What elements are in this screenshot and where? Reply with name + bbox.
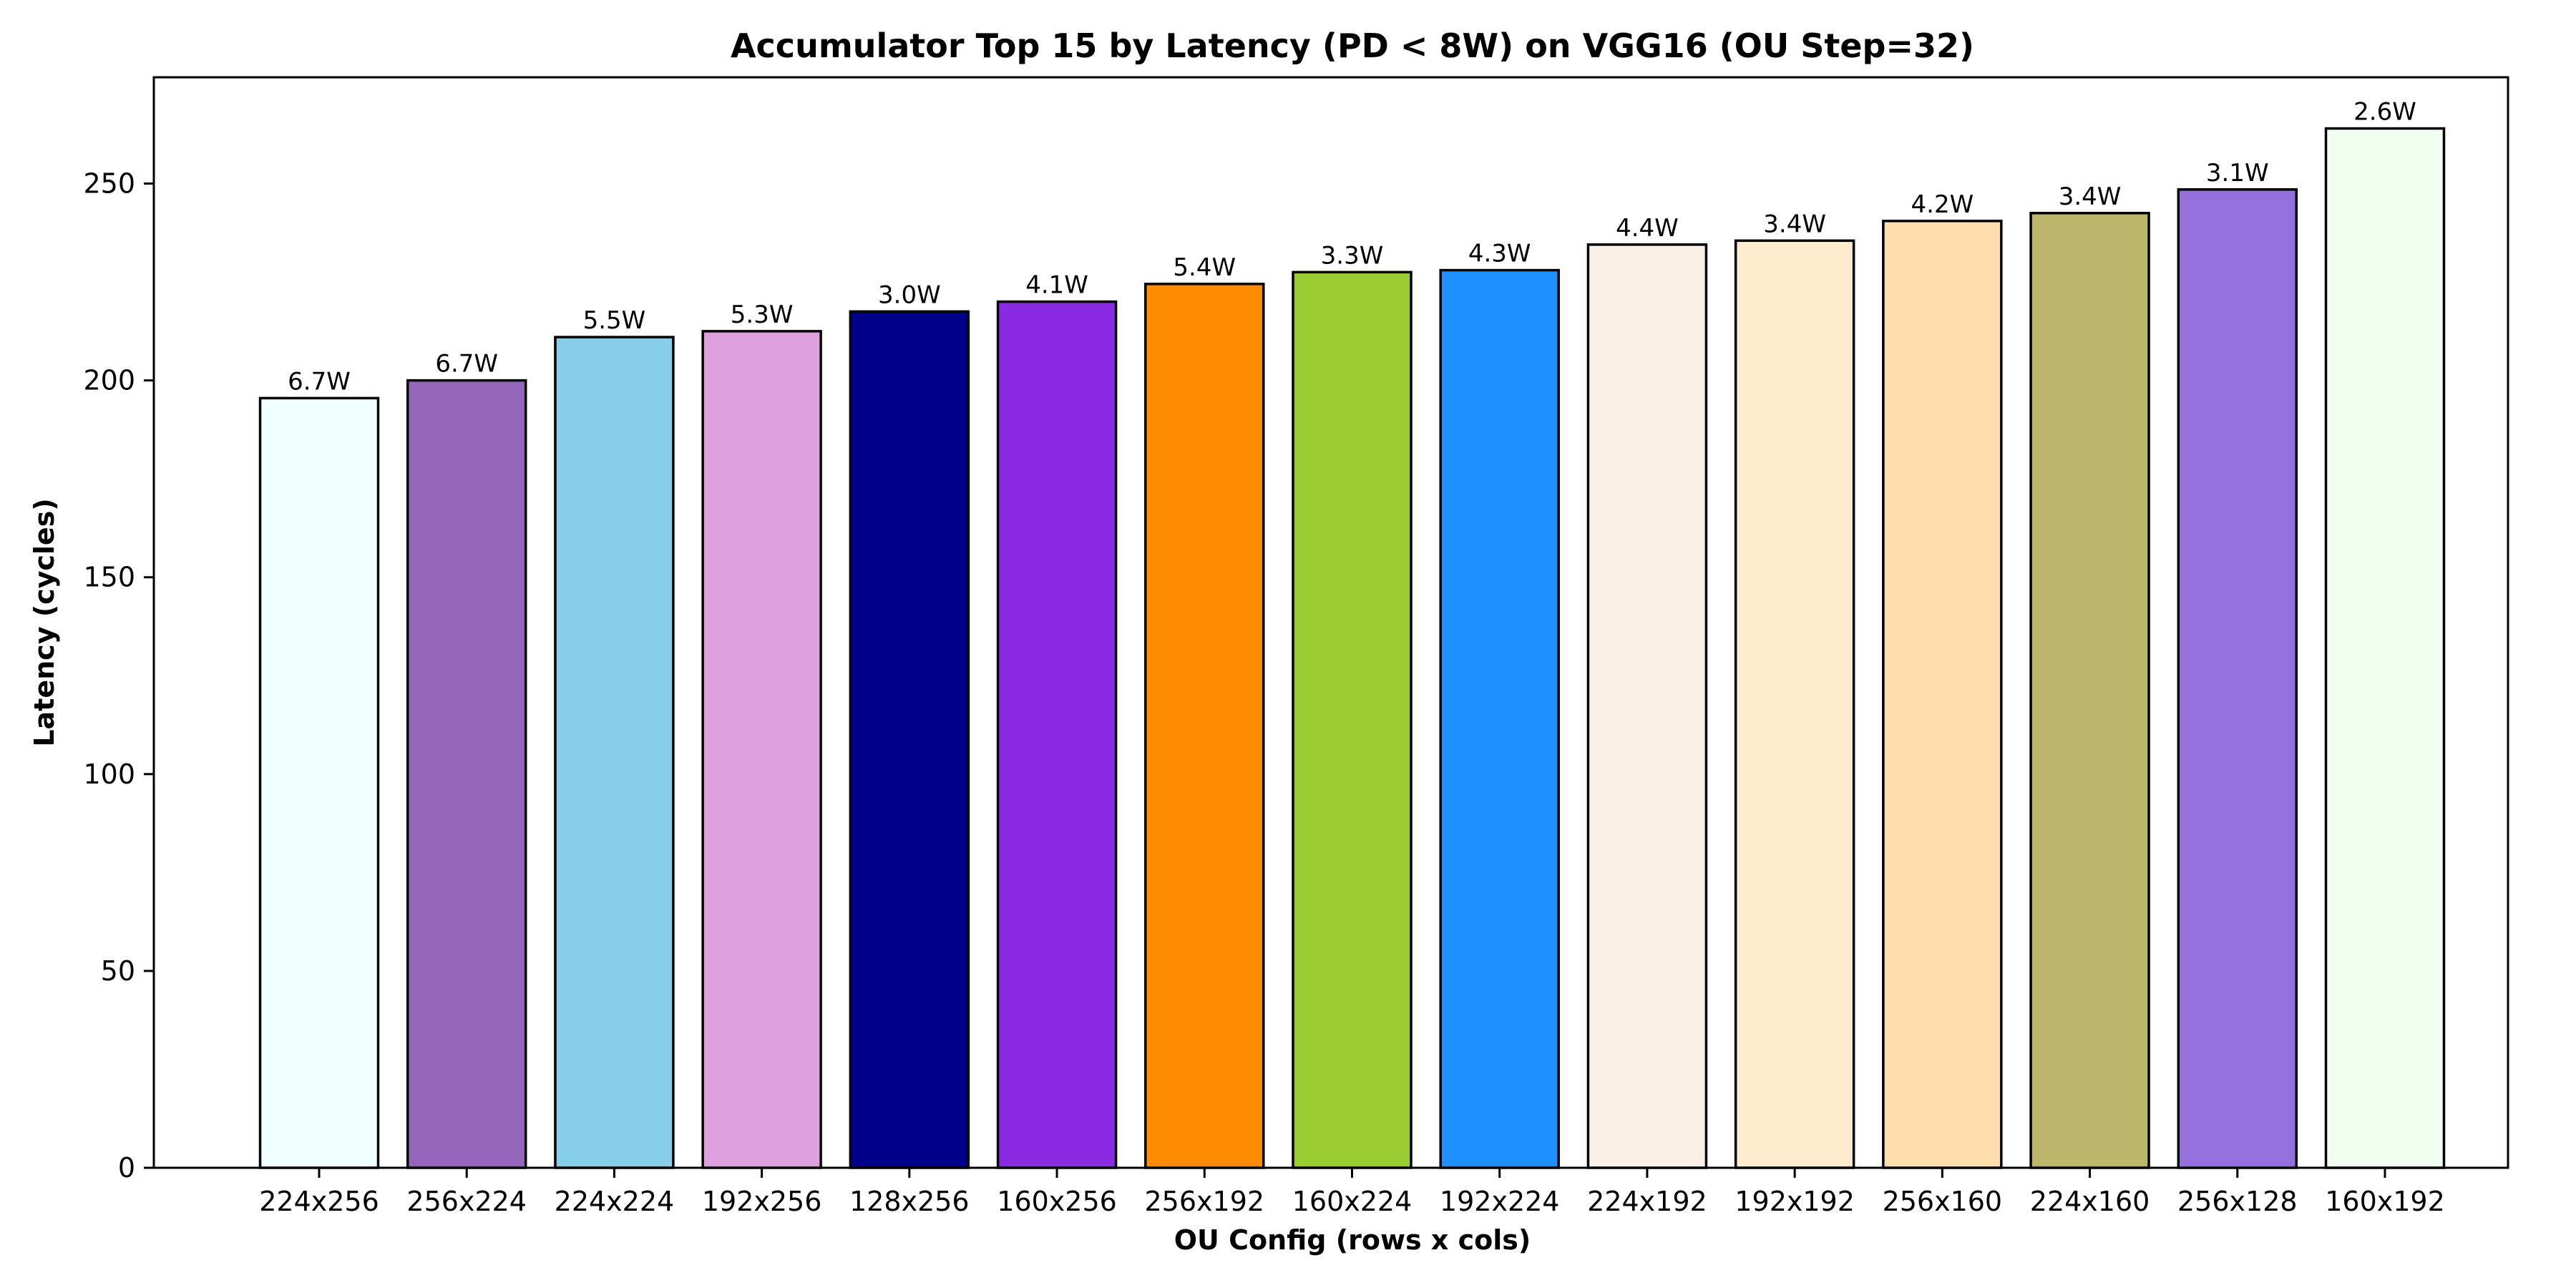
data-label: 5.3W <box>731 301 794 329</box>
bar-224x160 <box>2029 212 2150 1169</box>
y-tick-label: 200 <box>83 365 135 396</box>
data-label: 3.4W <box>1763 210 1826 238</box>
x-tick-label: 192x192 <box>1735 1186 1855 1217</box>
data-labels-layer: 6.7W 6.7W 5.5W 5.3W 3.0W 4.1W 5.4W 3.3W 4.3W 4.4W… <box>288 98 2416 396</box>
y-tick-label: 150 <box>83 562 135 593</box>
data-label: 5.4W <box>1173 253 1236 282</box>
bar-224x192 <box>1586 243 1708 1169</box>
data-label: 4.4W <box>1616 214 1679 243</box>
bar-160x256 <box>996 300 1118 1169</box>
data-label: 3.4W <box>2059 182 2122 211</box>
bar-128x256 <box>849 310 970 1169</box>
data-label: 6.7W <box>435 350 498 379</box>
data-label: 4.2W <box>1911 190 1974 219</box>
bar-224x224 <box>554 336 675 1169</box>
bar-256x192 <box>1144 283 1265 1169</box>
data-label: 6.7W <box>288 367 351 396</box>
x-tick-label: 256x192 <box>1145 1186 1265 1217</box>
y-tick-label: 100 <box>83 758 135 790</box>
y-tick-label: 250 <box>83 168 135 200</box>
x-tick-label: 256x224 <box>406 1186 527 1217</box>
bars-layer <box>258 127 2446 1169</box>
x-tick-label: 160x224 <box>1292 1186 1413 1217</box>
data-label: 4.1W <box>1025 271 1088 300</box>
x-tick-label: 192x256 <box>702 1186 822 1217</box>
bar-256x160 <box>1882 220 2003 1169</box>
bar-256x224 <box>406 379 527 1169</box>
bar-256x128 <box>2177 188 2298 1169</box>
data-label: 3.1W <box>2206 159 2269 187</box>
x-tick-label: 160x256 <box>997 1186 1117 1217</box>
x-tick-label: 224x192 <box>1587 1186 1707 1217</box>
chart-title: Accumulator Top 15 by Latency (PD < 8W) … <box>731 26 1974 65</box>
y-axis: 0 50 100 150 200 250 <box>83 168 154 1184</box>
y-tick-label: 50 <box>101 955 135 987</box>
x-tick-label: 128x256 <box>849 1186 970 1217</box>
bar-160x224 <box>1292 270 1413 1169</box>
y-axis-label: Latency (cycles) <box>29 498 60 746</box>
x-axis: 224x256 256x224 224x224 192x256 128x256 160x2… <box>259 1168 2445 1217</box>
bar-224x256 <box>258 396 380 1169</box>
x-tick-label: 256x128 <box>2177 1186 2298 1217</box>
x-tick-label: 224x256 <box>259 1186 379 1217</box>
plot-frame <box>152 76 2509 1169</box>
y-tick-label: 0 <box>118 1152 135 1184</box>
bar-192x256 <box>701 330 822 1169</box>
bar-160x192 <box>2324 127 2446 1169</box>
x-axis-label: OU Config (rows x cols) <box>1174 1224 1531 1256</box>
bar-192x192 <box>1734 239 1855 1169</box>
data-label: 3.3W <box>1321 241 1384 270</box>
data-label: 4.3W <box>1468 240 1531 268</box>
data-label: 5.5W <box>583 306 646 335</box>
x-tick-label: 224x224 <box>555 1186 675 1217</box>
bar-192x224 <box>1439 268 1560 1169</box>
data-label: 2.6W <box>2353 98 2416 127</box>
x-tick-label: 192x224 <box>1440 1186 1560 1217</box>
x-tick-label: 160x192 <box>2325 1186 2445 1217</box>
x-tick-label: 224x160 <box>2030 1186 2150 1217</box>
x-tick-label: 256x160 <box>1883 1186 2003 1217</box>
data-label: 3.0W <box>878 280 941 309</box>
